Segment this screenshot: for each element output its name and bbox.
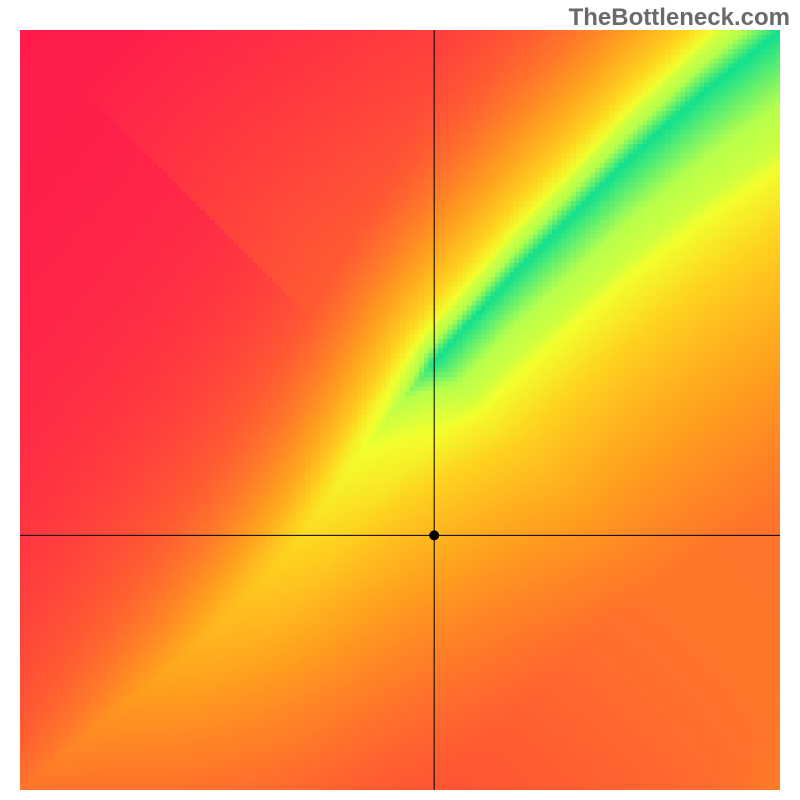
bottleneck-heatmap <box>20 30 780 790</box>
watermark-text: TheBottleneck.com <box>569 4 790 32</box>
chart-container: TheBottleneck.com <box>0 0 800 800</box>
